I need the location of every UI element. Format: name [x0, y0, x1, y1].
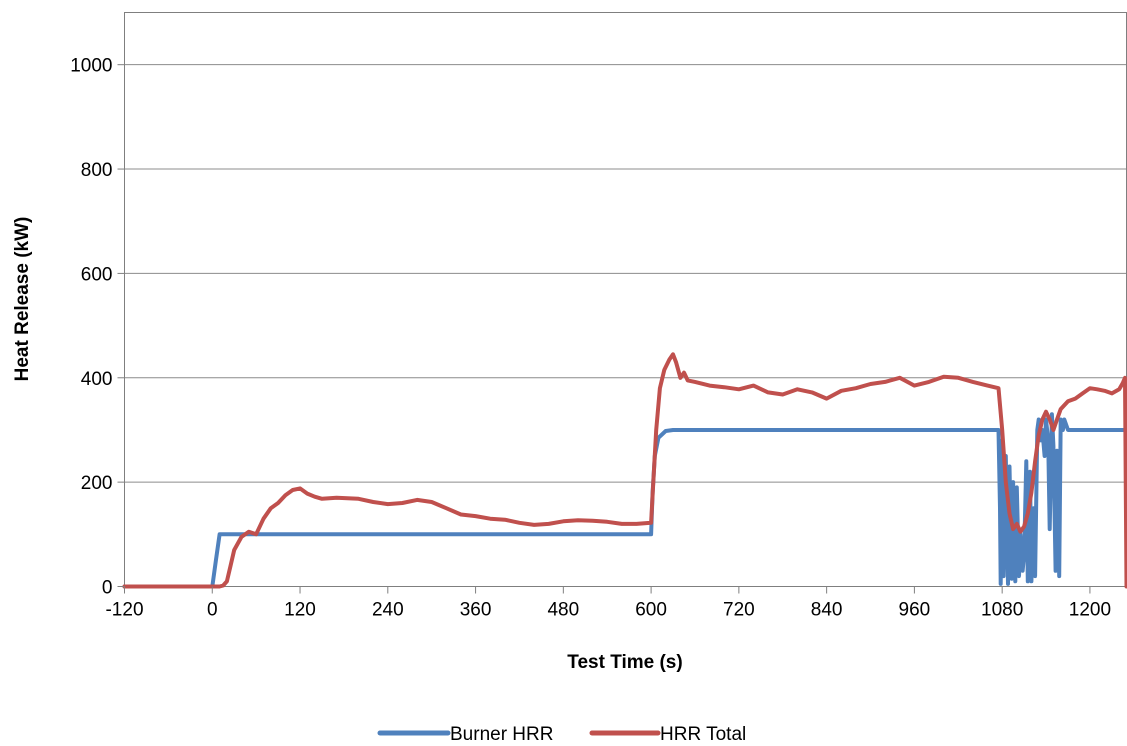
- series-line-burner-hrr: [122, 412, 1127, 589]
- y-tick-label: 600: [81, 264, 113, 285]
- gridlines: [124, 64, 1127, 483]
- y-tick-label: 800: [81, 160, 113, 181]
- legend-label-burner-hrr: Burner HRR: [450, 724, 553, 745]
- x-tick-label: 360: [460, 600, 492, 621]
- x-tick-label: 240: [372, 600, 404, 621]
- x-tick-label: 600: [635, 600, 667, 621]
- x-tick-label: 1200: [1069, 600, 1111, 621]
- x-tick-label: 960: [899, 600, 931, 621]
- x-tick-label: 720: [723, 600, 755, 621]
- legend-label-hrr-total: HRR Total: [660, 724, 746, 745]
- series-line-hrr-total: [122, 352, 1127, 589]
- legend: Burner HRR HRR Total: [377, 724, 746, 745]
- x-tick-labels: -120 0 120 240 360 480 600 720 840 960 1080 1200: [105, 586, 1111, 621]
- x-axis-title: Test Time (s): [567, 652, 682, 673]
- y-tick-label: 0: [102, 578, 113, 599]
- x-tick-label: 1080: [981, 600, 1023, 621]
- y-tick-label: 200: [81, 473, 113, 494]
- y-axis-title: Heat Release (kW): [12, 217, 33, 382]
- x-tick-label: 480: [547, 600, 579, 621]
- y-tick-labels: 0 200 400 600 800 1000: [70, 56, 125, 599]
- x-tick-label: 120: [284, 600, 316, 621]
- series-lines: [122, 352, 1127, 589]
- x-tick-label: 840: [811, 600, 843, 621]
- x-tick-label: 0: [207, 600, 218, 621]
- x-tick-label: -120: [105, 600, 143, 621]
- y-tick-label: 400: [81, 369, 113, 390]
- y-tick-label: 1000: [70, 56, 112, 77]
- plot-area-border: [124, 12, 1127, 587]
